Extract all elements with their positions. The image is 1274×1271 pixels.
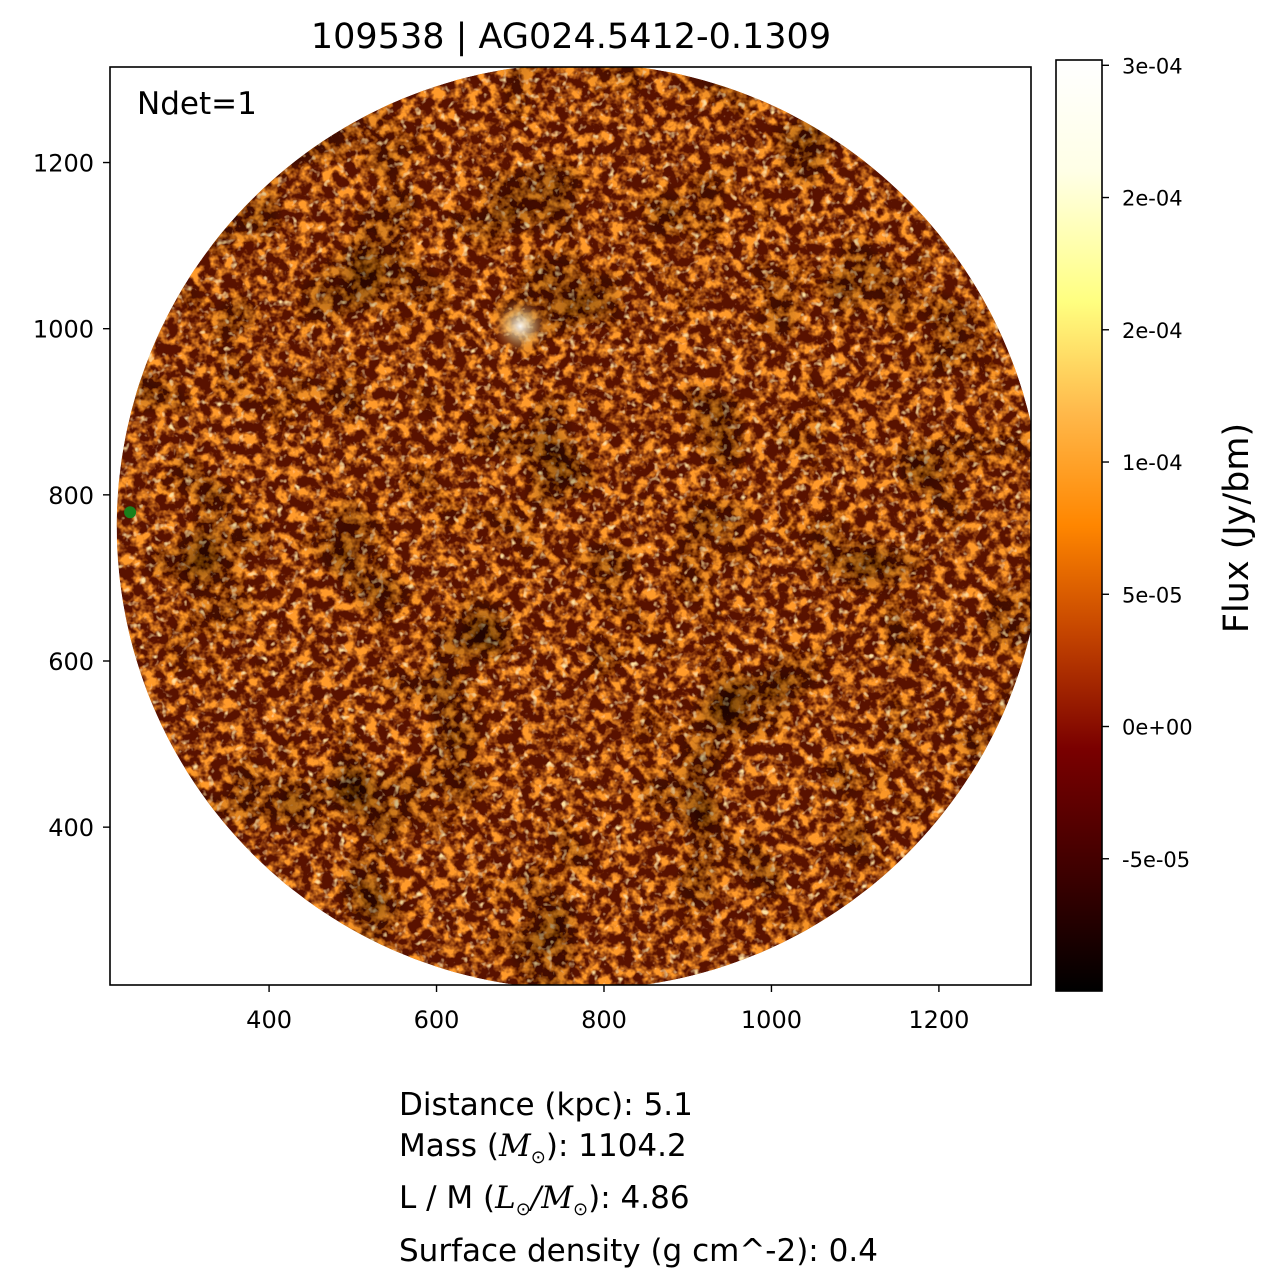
colorbar-tick-label: 2e-04 (1122, 319, 1183, 343)
mass-label-pre: Mass ( (399, 1127, 499, 1164)
x-axis: 400 600 800 1000 1200 (246, 985, 969, 1034)
colorbar-label: Flux (Jy/bm) (1217, 423, 1257, 633)
x-tick-label: 1200 (908, 1006, 969, 1034)
y-tick-label: 400 (48, 814, 94, 842)
colorbar-tick-label: 0e+00 (1122, 716, 1193, 740)
mass-symbol: M (499, 1127, 531, 1164)
mass-value: 1104.2 (578, 1127, 687, 1164)
x-tick-label: 800 (581, 1006, 627, 1034)
x-tick-label: 400 (246, 1006, 292, 1034)
x-tick-label: 1000 (741, 1006, 802, 1034)
distance-value: 5.1 (643, 1087, 693, 1123)
axes-frame (109, 66, 1032, 986)
mass-label-post: ): (545, 1127, 579, 1164)
surface-density-value: 0.4 (828, 1232, 878, 1269)
lm-slash: / (530, 1180, 542, 1217)
colorbar-ticks: 3e-04 2e-04 2e-04 1e-04 5e-05 0e+00 -5e-05 (1102, 54, 1193, 872)
colorbar-tick-label: 1e-04 (1122, 451, 1183, 475)
lm-sub-l: ⊙ (515, 1199, 531, 1221)
colorbar-tick-label: -5e-05 (1122, 848, 1190, 872)
lm-symbol-l: L (495, 1180, 516, 1217)
distance-line: Distance (kpc): 5.1 (399, 1085, 878, 1126)
mass-sub: ⊙ (530, 1146, 546, 1168)
lm-label-post: ): (588, 1180, 621, 1217)
distance-label: Distance (kpc): (399, 1087, 644, 1123)
lm-symbol-m: M (541, 1180, 574, 1217)
lm-line: L / M (L⊙/M⊙): 4.86 (399, 1178, 878, 1231)
detections-layer (124, 506, 137, 519)
y-tick-label: 800 (48, 482, 94, 510)
colorbar-tick-label: 2e-04 (1122, 187, 1183, 211)
detection-marker (124, 506, 137, 519)
colorbar-tick-label: 3e-04 (1122, 54, 1183, 78)
bright-peak (492, 298, 549, 355)
colorbar-tick-label: 5e-05 (1122, 583, 1183, 607)
lm-sub-m: ⊙ (573, 1199, 589, 1221)
ndet-annotation: Ndet=1 (137, 86, 257, 122)
image-area (116, 67, 1031, 985)
surface-density-line: Surface density (g cm^-2): 0.4 (399, 1231, 878, 1271)
colorbar (1055, 59, 1103, 992)
x-tick-label: 600 (414, 1006, 460, 1034)
heatmap-texture (116, 67, 1031, 985)
lm-label-pre: L / M ( (399, 1180, 496, 1217)
y-tick-label: 1200 (33, 150, 94, 178)
lm-value: 4.86 (620, 1180, 690, 1217)
chart-title: 109538 | AG024.5412-0.1309 (311, 17, 831, 57)
y-tick-label: 1000 (33, 316, 94, 344)
surface-density-label: Surface density (g cm^-2): (399, 1232, 829, 1269)
y-axis: 400 600 800 1000 1200 (33, 150, 110, 842)
y-tick-label: 600 (48, 648, 94, 676)
mass-line: Mass (M⊙): 1104.2 (399, 1126, 878, 1179)
source-properties: Distance (kpc): 5.1 Mass (M⊙): 1104.2 L … (399, 1085, 878, 1271)
